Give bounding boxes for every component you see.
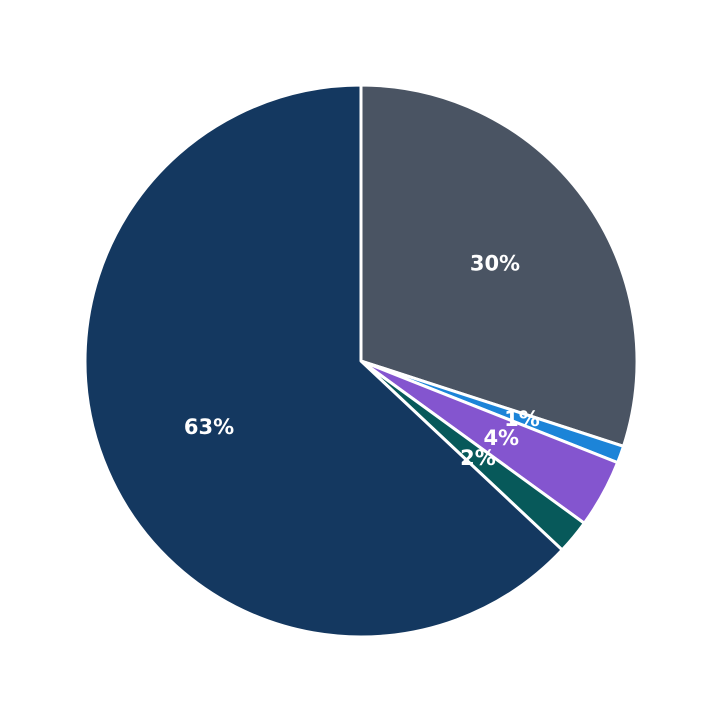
pie-label-2: 1%: [504, 407, 540, 431]
pie-label-5: 63%: [184, 415, 234, 439]
pie-labels: 30% 1%4%2% 63%: [184, 252, 540, 470]
pie-label-1: 30%: [470, 252, 520, 276]
pie-slice-5: [83, 83, 564, 639]
pie-label-3: 4%: [483, 426, 519, 450]
pie-label-4: 2%: [460, 446, 496, 470]
pie-slices: [83, 83, 639, 639]
pie-slice-1: [359, 83, 639, 448]
